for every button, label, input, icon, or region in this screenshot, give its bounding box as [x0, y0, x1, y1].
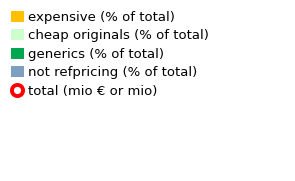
- Legend: expensive (% of total), cheap originals (% of total), generics (% of total), not: expensive (% of total), cheap originals …: [6, 7, 212, 102]
